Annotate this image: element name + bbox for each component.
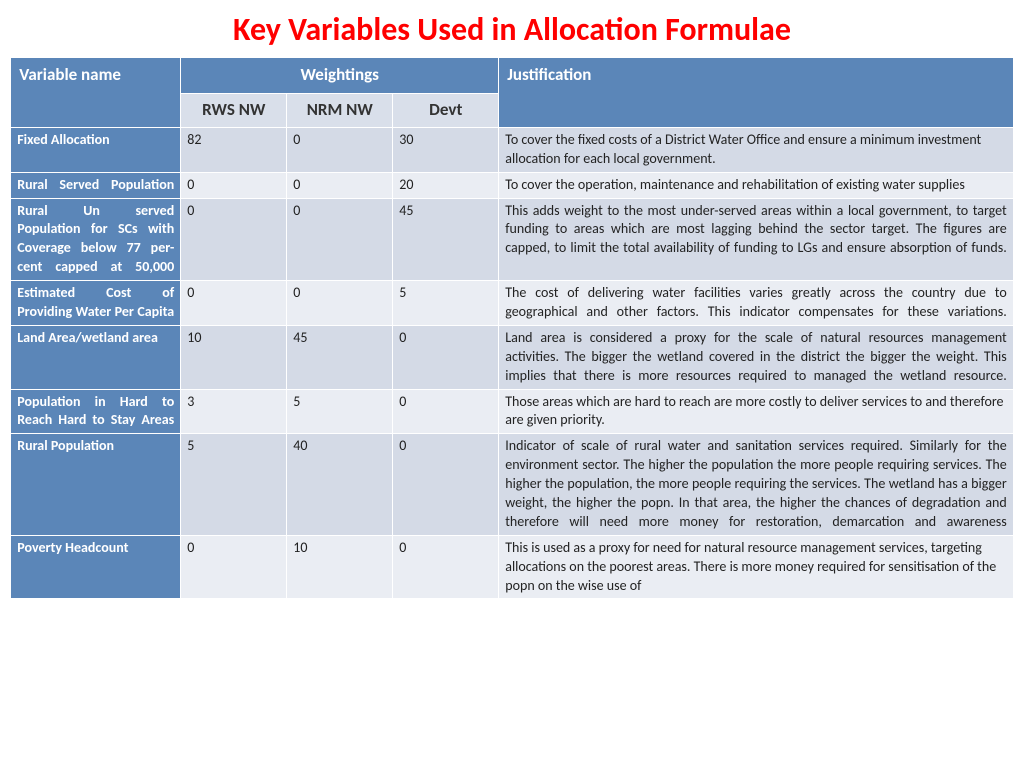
weight-rws-cell: 5 (181, 434, 287, 535)
variable-name-cell: Rural Un served Population for SCs with … (11, 198, 181, 281)
justification-cell: To cover the operation, maintenance and … (499, 172, 1014, 198)
weight-rws-cell: 10 (181, 325, 287, 389)
table-row: Rural Un served Population for SCs with … (11, 198, 1014, 281)
table-row: Estimated Cost of Providing Water Per Ca… (11, 281, 1014, 326)
justification-cell: To cover the fixed costs of a District W… (499, 127, 1014, 172)
weight-nrm-cell: 0 (287, 281, 393, 326)
table-row: Poverty Headcount0100This is used as a p… (11, 535, 1014, 599)
weight-devt-cell: 0 (393, 325, 499, 389)
justification-cell: Those areas which are hard to reach are … (499, 389, 1014, 434)
weight-rws-cell: 3 (181, 389, 287, 434)
justification-cell: Land area is considered a proxy for the … (499, 325, 1014, 389)
weight-devt-cell: 5 (393, 281, 499, 326)
weight-nrm-cell: 0 (287, 198, 393, 281)
variable-name-cell: Rural Population (11, 434, 181, 535)
variable-name-cell: Population in Hard to Reach Hard to Stay… (11, 389, 181, 434)
col-header-variable: Variable name (11, 58, 181, 128)
variable-name-cell: Fixed Allocation (11, 127, 181, 172)
col-header-justification: Justification (499, 58, 1014, 128)
weight-nrm-cell: 45 (287, 325, 393, 389)
col-subheader-rws: RWS NW (181, 93, 287, 127)
allocation-table: Variable name Weightings Justification R… (10, 57, 1014, 599)
weight-devt-cell: 45 (393, 198, 499, 281)
variable-name-cell: Estimated Cost of Providing Water Per Ca… (11, 281, 181, 326)
weight-nrm-cell: 40 (287, 434, 393, 535)
weight-nrm-cell: 0 (287, 127, 393, 172)
page-title: Key Variables Used in Allocation Formula… (0, 0, 1024, 57)
weight-nrm-cell: 0 (287, 172, 393, 198)
table-row: Rural Population5400Indicator of scale o… (11, 434, 1014, 535)
weight-devt-cell: 20 (393, 172, 499, 198)
table-row: Land Area/wetland area10450Land area is … (11, 325, 1014, 389)
weight-devt-cell: 0 (393, 434, 499, 535)
table-row: Fixed Allocation82030To cover the fixed … (11, 127, 1014, 172)
justification-cell: This is used as a proxy for need for nat… (499, 535, 1014, 599)
variable-name-cell: Land Area/wetland area (11, 325, 181, 389)
col-subheader-devt: Devt (393, 93, 499, 127)
weight-rws-cell: 0 (181, 198, 287, 281)
weight-rws-cell: 0 (181, 281, 287, 326)
weight-nrm-cell: 10 (287, 535, 393, 599)
col-subheader-nrm: NRM NW (287, 93, 393, 127)
table-row: Rural Served Population0020To cover the … (11, 172, 1014, 198)
weight-rws-cell: 0 (181, 172, 287, 198)
weight-nrm-cell: 5 (287, 389, 393, 434)
variable-name-cell: Poverty Headcount (11, 535, 181, 599)
justification-cell: The cost of delivering water facilities … (499, 281, 1014, 326)
justification-cell: This adds weight to the most under-serve… (499, 198, 1014, 281)
col-header-weightings: Weightings (181, 58, 499, 94)
weight-rws-cell: 82 (181, 127, 287, 172)
variable-name-cell: Rural Served Population (11, 172, 181, 198)
weight-rws-cell: 0 (181, 535, 287, 599)
table-row: Population in Hard to Reach Hard to Stay… (11, 389, 1014, 434)
weight-devt-cell: 30 (393, 127, 499, 172)
justification-cell: Indicator of scale of rural water and sa… (499, 434, 1014, 535)
weight-devt-cell: 0 (393, 389, 499, 434)
weight-devt-cell: 0 (393, 535, 499, 599)
